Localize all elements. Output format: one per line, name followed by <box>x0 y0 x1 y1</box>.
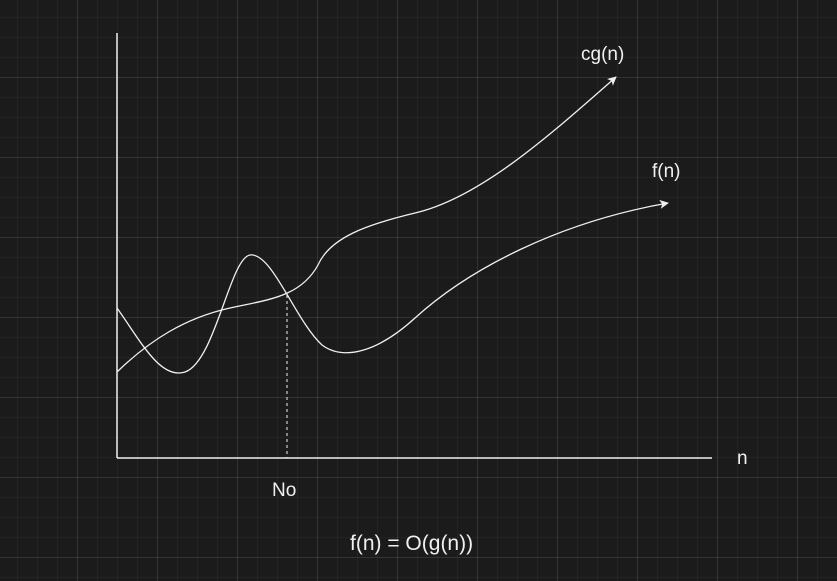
threshold-label: No <box>272 480 297 501</box>
f-curve-label: f(n) <box>652 161 681 182</box>
formula-caption: f(n) = O(g(n)) <box>350 532 474 555</box>
cg-curve <box>116 76 617 373</box>
x-axis-label: n <box>737 448 748 469</box>
cg-curve-label: cg(n) <box>581 44 625 65</box>
f-curve <box>116 199 669 374</box>
